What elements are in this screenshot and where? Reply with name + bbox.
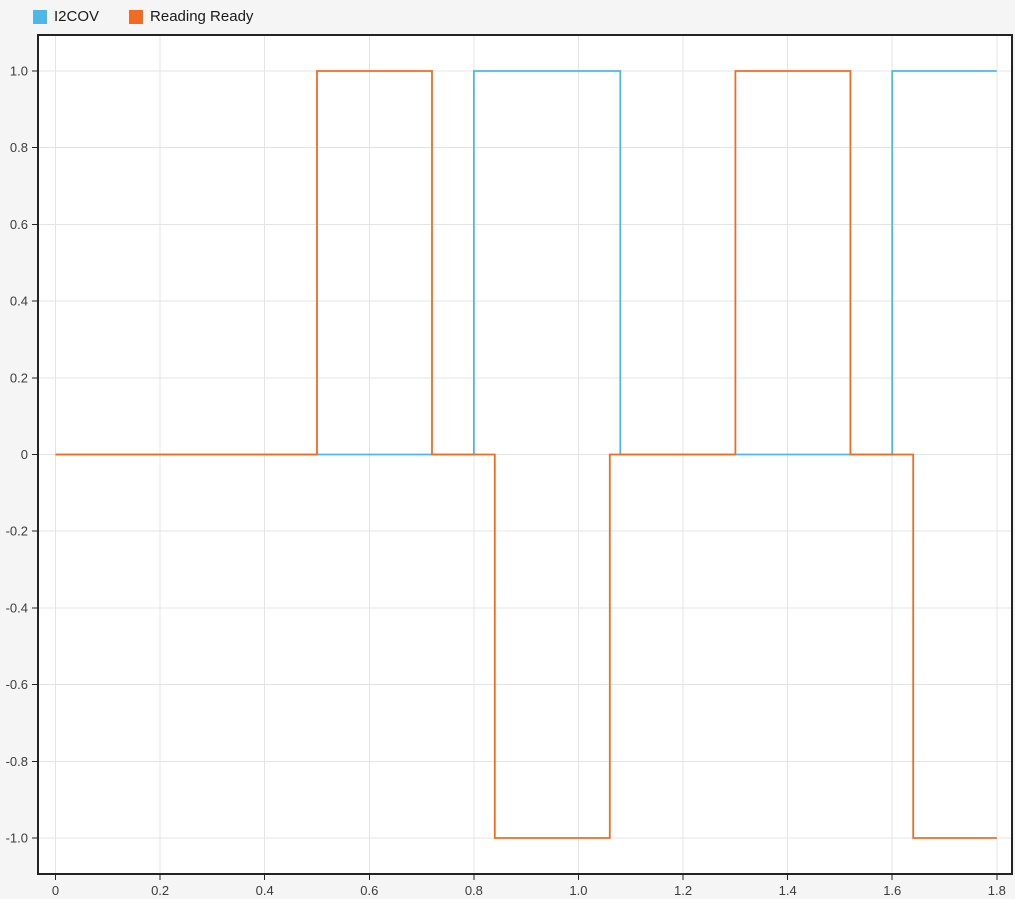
svg-text:0.4: 0.4: [256, 883, 274, 898]
svg-text:-1.0: -1.0: [6, 830, 28, 845]
svg-text:0: 0: [52, 883, 59, 898]
svg-text:0.6: 0.6: [10, 217, 28, 232]
y-tick-labels: -1.0 -0.8 -0.6 -0.4 -0.2 0 0.2 0.4 0.6 0.8 1.0: [6, 64, 28, 846]
legend-label-reading-ready: Reading Ready: [150, 8, 254, 25]
svg-text:0.8: 0.8: [10, 140, 28, 155]
legend-swatch-i2cov: [33, 10, 47, 24]
svg-text:0: 0: [21, 447, 28, 462]
series-line-i2cov: [55, 70, 997, 456]
svg-text:-0.6: -0.6: [6, 677, 28, 692]
svg-text:-0.4: -0.4: [6, 600, 28, 615]
svg-text:1.6: 1.6: [883, 883, 901, 898]
legend-item-reading-ready[interactable]: Reading Ready: [129, 8, 253, 26]
svg-text:1.0: 1.0: [10, 64, 28, 79]
svg-text:-0.8: -0.8: [6, 754, 28, 769]
svg-text:1.8: 1.8: [988, 883, 1006, 898]
legend-swatch-reading-ready: [129, 10, 144, 24]
svg-text:0.2: 0.2: [151, 883, 169, 898]
svg-text:1.4: 1.4: [779, 883, 797, 898]
svg-text:0.4: 0.4: [10, 294, 28, 309]
svg-text:1.0: 1.0: [569, 883, 587, 898]
x-tick-labels: 0 0.2 0.4 0.6 0.8 1.0 1.2 1.4 1.6 1.8: [52, 883, 1006, 898]
legend-item-i2cov[interactable]: I2COV: [33, 8, 99, 26]
svg-text:0.8: 0.8: [465, 883, 483, 898]
svg-text:-0.2: -0.2: [6, 524, 28, 539]
legend-label-i2cov: I2COV: [54, 8, 100, 25]
series-line-reading-ready: [55, 70, 997, 839]
plot-border: [37, 34, 1013, 875]
legend: I2COV Reading Ready: [33, 8, 253, 26]
svg-text:1.2: 1.2: [674, 883, 692, 898]
svg-text:0.6: 0.6: [360, 883, 378, 898]
svg-text:0.2: 0.2: [10, 370, 28, 385]
